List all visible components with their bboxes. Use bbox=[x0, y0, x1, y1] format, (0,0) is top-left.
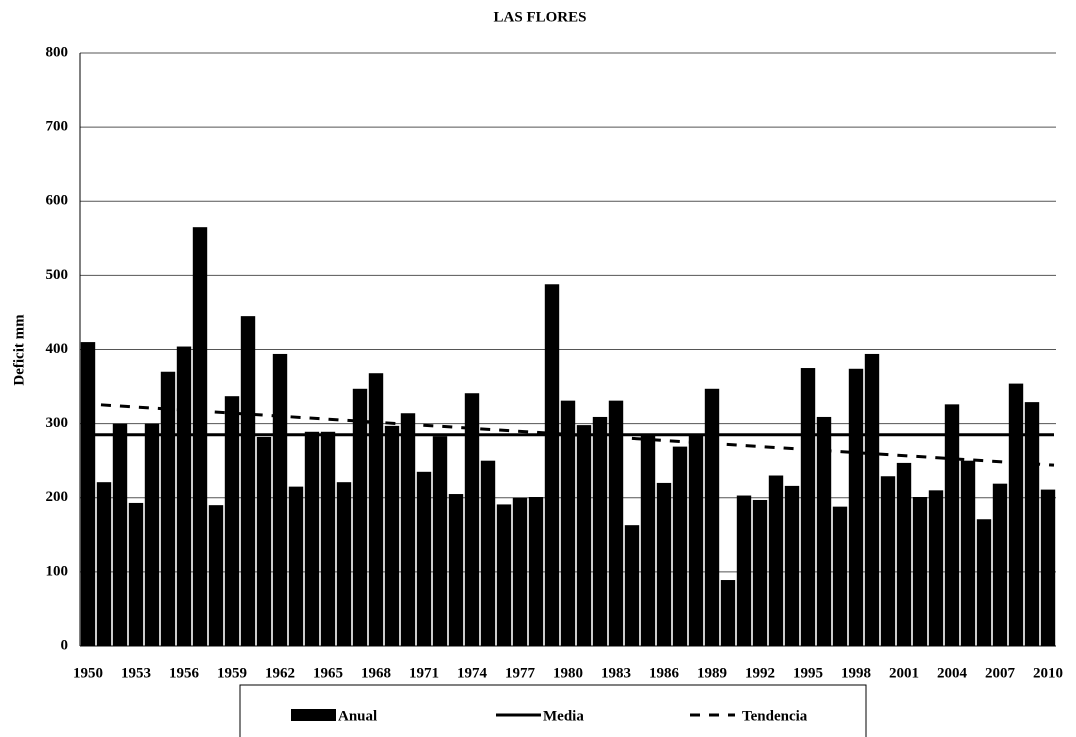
bar bbox=[288, 486, 304, 646]
bar bbox=[304, 431, 320, 646]
bar bbox=[192, 227, 208, 646]
bar bbox=[608, 400, 624, 646]
x-tick-label: 1974 bbox=[457, 665, 488, 681]
bar bbox=[400, 413, 416, 646]
bar bbox=[1008, 383, 1024, 646]
bar bbox=[704, 388, 720, 646]
bar bbox=[1024, 402, 1040, 646]
x-tick-label: 1980 bbox=[553, 665, 583, 681]
bar bbox=[800, 368, 816, 646]
bar bbox=[256, 436, 272, 646]
x-tick-label: 1956 bbox=[169, 665, 200, 681]
y-tick-label: 500 bbox=[46, 267, 69, 283]
bar bbox=[624, 525, 640, 646]
bar bbox=[784, 485, 800, 646]
y-tick-label: 100 bbox=[46, 563, 69, 579]
x-tick-label: 1983 bbox=[601, 665, 631, 681]
bar bbox=[864, 353, 880, 646]
bar bbox=[976, 519, 992, 646]
bar bbox=[384, 425, 400, 646]
x-tick-label: 1986 bbox=[649, 665, 680, 681]
bar bbox=[176, 346, 192, 646]
bar bbox=[688, 434, 704, 646]
bar bbox=[592, 416, 608, 646]
legend-swatch bbox=[291, 709, 336, 721]
x-tick-label: 1971 bbox=[409, 665, 439, 681]
x-tick-label: 1950 bbox=[73, 665, 103, 681]
y-tick-label: 200 bbox=[46, 489, 69, 505]
bar bbox=[832, 506, 848, 646]
x-tick-label: 1977 bbox=[505, 665, 536, 681]
y-tick-label: 300 bbox=[46, 415, 69, 431]
bar bbox=[576, 425, 592, 646]
bar bbox=[720, 580, 736, 646]
bar bbox=[224, 396, 240, 646]
legend-label: Anual bbox=[338, 708, 377, 724]
bar bbox=[80, 342, 96, 646]
bar bbox=[896, 462, 912, 646]
bar bbox=[816, 416, 832, 646]
x-tick-label: 1953 bbox=[121, 665, 151, 681]
bar bbox=[672, 446, 688, 646]
bar bbox=[112, 423, 128, 646]
x-tick-label: 2004 bbox=[937, 665, 968, 681]
x-tick-label: 2010 bbox=[1033, 665, 1063, 681]
legend bbox=[239, 684, 867, 737]
legend-label: Media bbox=[543, 708, 584, 724]
x-tick-label: 2001 bbox=[889, 665, 919, 681]
bar bbox=[368, 373, 384, 646]
bar bbox=[960, 460, 976, 646]
y-tick-label: 600 bbox=[46, 193, 69, 209]
y-tick-label: 700 bbox=[46, 119, 69, 135]
bar bbox=[544, 284, 560, 646]
bar bbox=[128, 502, 144, 646]
bar bbox=[768, 475, 784, 646]
x-tick-label: 1959 bbox=[217, 665, 247, 681]
bar bbox=[848, 368, 864, 646]
y-tick-label: 400 bbox=[46, 341, 69, 357]
bar bbox=[480, 460, 496, 646]
legend-label: Tendencia bbox=[742, 708, 808, 724]
bar bbox=[880, 476, 896, 646]
x-tick-label: 2007 bbox=[985, 665, 1016, 681]
bar bbox=[928, 490, 944, 646]
bar bbox=[416, 471, 432, 646]
y-tick-label: 800 bbox=[46, 44, 69, 60]
bar bbox=[464, 393, 480, 646]
bar bbox=[448, 494, 464, 646]
bar bbox=[272, 353, 288, 646]
x-tick-label: 1998 bbox=[841, 665, 871, 681]
bar bbox=[992, 483, 1008, 646]
bar bbox=[736, 495, 752, 646]
bar bbox=[512, 497, 528, 646]
x-tick-label: 1995 bbox=[793, 665, 823, 681]
bar bbox=[144, 423, 160, 646]
bar bbox=[240, 316, 256, 646]
bar bbox=[752, 499, 768, 646]
bar bbox=[496, 504, 512, 646]
x-tick-label: 1965 bbox=[313, 665, 343, 681]
bar bbox=[944, 404, 960, 646]
bar bbox=[160, 371, 176, 646]
y-tick-label: 0 bbox=[61, 637, 69, 653]
x-tick-label: 1968 bbox=[361, 665, 391, 681]
chart-title: LAS FLORES bbox=[494, 9, 587, 25]
x-tick-label: 1962 bbox=[265, 665, 295, 681]
x-tick-label: 1989 bbox=[697, 665, 727, 681]
bar bbox=[208, 505, 224, 646]
bar bbox=[320, 431, 336, 646]
bar bbox=[656, 482, 672, 646]
bar bbox=[560, 400, 576, 646]
bar bbox=[1040, 489, 1056, 646]
y-axis-label: Deficit mm bbox=[11, 314, 27, 386]
bar bbox=[528, 497, 544, 646]
bar bbox=[432, 436, 448, 646]
bar bbox=[96, 482, 112, 646]
bar bbox=[336, 482, 352, 646]
bar bbox=[912, 497, 928, 646]
bar bbox=[352, 388, 368, 646]
x-tick-label: 1992 bbox=[745, 665, 775, 681]
bar bbox=[640, 434, 656, 646]
